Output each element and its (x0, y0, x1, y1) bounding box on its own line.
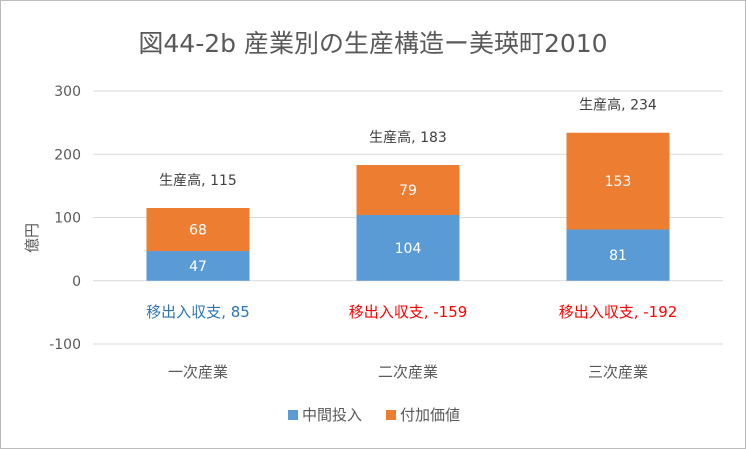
bar-segment (146, 208, 250, 252)
x-tick-label: 三次産業 (588, 363, 648, 381)
bar-segment (356, 214, 460, 281)
y-tick-label: 100 (54, 211, 81, 227)
trade-balance-label-value: 85 (231, 303, 250, 321)
trade-balance-label-separator: , (424, 303, 434, 321)
y-tick-label: 300 (54, 84, 81, 100)
production-label-text: 生産高 (579, 97, 621, 114)
bar-value-label: 104 (395, 241, 422, 257)
production-label-separator: , (621, 98, 630, 114)
production-label-text: 生産高 (369, 129, 411, 146)
bar-value-label: 81 (609, 248, 627, 264)
trade-balance-label: 移出入収支, -159 (349, 303, 468, 321)
bar-value-label: 68 (189, 223, 207, 239)
bar-value-label: 153 (605, 174, 632, 190)
production-label: 生産高, 234 (579, 97, 657, 114)
production-label: 生産高, 183 (369, 129, 447, 146)
bar-value-label: 47 (189, 259, 207, 275)
production-label-value: 183 (420, 130, 447, 146)
x-tick-label: 一次産業 (168, 363, 228, 381)
legend-label: 中間投入 (302, 406, 362, 424)
x-tick-labels: 一次産業 二次産業 三次産業 (168, 363, 648, 381)
x-tick-label: 二次産業 (378, 363, 438, 381)
trade-balance-label-text: 移出入収支 (559, 303, 634, 321)
production-label: 生産高, 115 (159, 172, 237, 189)
bars: 47 68 生産高, 115 移出入収支, 85 104 79 生産高, 183 移出入収支,… (146, 97, 677, 321)
bar-segment (356, 165, 460, 215)
production-label-separator: , (201, 173, 210, 189)
production-label-text: 生産高 (159, 172, 201, 189)
y-tick-label: 0 (72, 274, 81, 290)
trade-balance-label-value: -159 (433, 303, 467, 321)
legend-swatch (288, 410, 298, 420)
legend: 中間投入 付加価値 (288, 406, 460, 424)
y-axis-label: 億円 (23, 223, 41, 253)
trade-balance-label: 移出入収支, -192 (559, 303, 678, 321)
bar-segment (146, 251, 250, 281)
production-label-separator: , (411, 130, 420, 146)
production-label-value: 234 (630, 98, 657, 114)
bar-segment (566, 132, 670, 230)
legend-swatch (386, 410, 396, 420)
y-tick-labels: -100 0 100 200 300 (49, 84, 81, 353)
chart-title: 図44-2b 産業別の生産構造ー美瑛町2010 (138, 29, 607, 58)
trade-balance-label-separator: , (634, 303, 644, 321)
trade-balance-label-text: 移出入収支 (146, 303, 221, 321)
y-tick-label: -100 (49, 337, 81, 353)
bar-segment (566, 229, 670, 281)
trade-balance-label-text: 移出入収支 (349, 303, 424, 321)
production-label-value: 115 (210, 173, 237, 189)
trade-balance-label: 移出入収支, 85 (146, 303, 250, 321)
trade-balance-label-value: -192 (643, 303, 677, 321)
legend-label: 付加価値 (400, 406, 460, 424)
y-tick-label: 200 (54, 147, 81, 163)
trade-balance-label-separator: , (221, 303, 231, 321)
bar-value-label: 79 (399, 183, 417, 199)
